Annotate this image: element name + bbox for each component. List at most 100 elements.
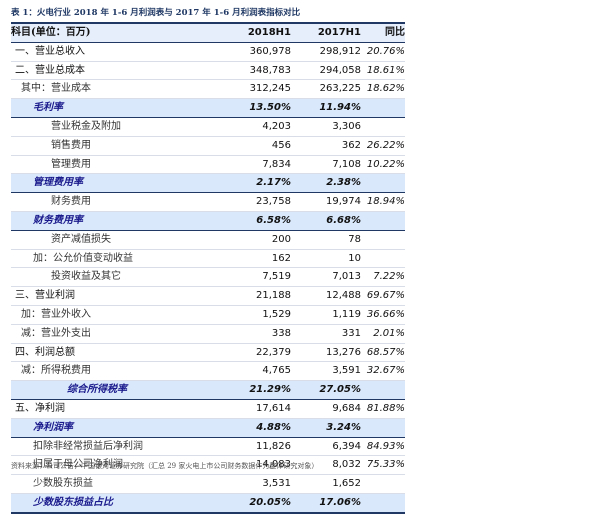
value-2018h1: 4,203 (195, 117, 291, 137)
value-yoy (361, 474, 405, 494)
table-row: 财务费用率 6.58% 6.68% (11, 210, 405, 231)
row-label: 二、营业总成本 (11, 61, 195, 81)
value-2018h1: 6.58% (195, 210, 291, 231)
row-label: 营业税金及附加 (11, 117, 195, 137)
value-2017h1: 331 (291, 324, 361, 344)
value-2018h1: 4,765 (195, 361, 291, 382)
table-row: 毛利率 13.50% 11.94% (11, 98, 405, 118)
value-2018h1: 21,188 (195, 286, 291, 306)
row-label: 扣除非经常损益后净利润 (11, 437, 195, 457)
value-yoy (361, 230, 405, 250)
value-2018h1: 7,834 (195, 155, 291, 175)
value-2017h1: 6.68% (291, 210, 361, 231)
table-row: 二、营业总成本 348,783 294,058 18.61% (11, 61, 405, 81)
table-row: 加：营业外收入 1,529 1,119 36.66% (11, 305, 405, 325)
table-row: 减：所得税费用 4,765 3,591 32.67% (11, 361, 405, 382)
table-row: 少数股东损益占比 20.05% 17.06% (11, 492, 405, 514)
value-yoy (361, 117, 405, 137)
value-2017h1: 27.05% (291, 380, 361, 400)
value-2017h1: 6,394 (291, 437, 361, 457)
table-row: 财务费用 23,758 19,974 18.94% (11, 192, 405, 212)
table-row: 投资收益及其它 7,519 7,013 7.22% (11, 267, 405, 288)
value-yoy: 36.66% (361, 305, 405, 325)
value-2018h1: 3,531 (195, 474, 291, 494)
value-2018h1: 21.29% (195, 380, 291, 400)
value-2018h1: 4.88% (195, 417, 291, 438)
value-2017h1: 263,225 (291, 79, 361, 100)
value-yoy: 69.67% (361, 286, 405, 306)
value-2017h1: 12,488 (291, 286, 361, 306)
header-2018h1: 2018H1 (195, 21, 291, 43)
table-row: 销售费用 456 362 26.22% (11, 136, 405, 156)
row-label: 综合所得税率 (11, 380, 195, 400)
row-label: 三、营业利润 (11, 286, 195, 306)
value-2018h1: 22,379 (195, 343, 291, 363)
table-row: 管理费用 7,834 7,108 10.22% (11, 155, 405, 175)
value-yoy (361, 249, 405, 269)
table-row: 营业税金及附加 4,203 3,306 (11, 117, 405, 137)
row-label: 少数股东损益 (11, 474, 195, 494)
row-label: 五、净利润 (11, 399, 195, 419)
row-label: 归属于母公司净利润 (11, 455, 195, 476)
value-2018h1: 11,826 (195, 437, 291, 457)
table-row: 少数股东损益 3,531 1,652 (11, 474, 405, 494)
value-2017h1: 294,058 (291, 61, 361, 81)
value-2017h1: 78 (291, 230, 361, 250)
value-2018h1: 23,758 (195, 192, 291, 212)
row-label: 投资收益及其它 (11, 267, 195, 288)
value-2017h1: 8,032 (291, 455, 361, 476)
value-2017h1: 3.24% (291, 417, 361, 438)
value-2017h1: 7,108 (291, 155, 361, 175)
value-2017h1: 10 (291, 249, 361, 269)
value-2017h1: 19,974 (291, 192, 361, 212)
value-2017h1: 17.06% (291, 492, 361, 514)
value-2017h1: 3,306 (291, 117, 361, 137)
row-label: 净利润率 (11, 417, 195, 438)
row-label: 加：营业外收入 (11, 305, 195, 325)
value-yoy: 18.62% (361, 79, 405, 100)
row-label: 财务费用率 (11, 210, 195, 231)
row-label: 减：所得税费用 (11, 361, 195, 382)
value-yoy: 20.76% (361, 42, 405, 62)
row-label: 管理费用 (11, 155, 195, 175)
row-label: 销售费用 (11, 136, 195, 156)
value-2017h1: 298,912 (291, 42, 361, 62)
value-yoy: 2.01% (361, 324, 405, 344)
value-2018h1: 338 (195, 324, 291, 344)
table-row: 三、营业利润 21,188 12,488 69.67% (11, 286, 405, 306)
value-2017h1: 7,013 (291, 267, 361, 288)
value-yoy (361, 210, 405, 231)
value-2018h1: 14,083 (195, 455, 291, 476)
value-2017h1: 13,276 (291, 343, 361, 363)
value-yoy: 7.22% (361, 267, 405, 288)
row-label: 毛利率 (11, 98, 195, 118)
table-caption: 表 1：火电行业 2018 年 1-6 月利润表与 2017 年 1-6 月利润… (11, 8, 301, 18)
value-yoy: 10.22% (361, 155, 405, 175)
income-statement-table: 科目(单位：百万) 2018H1 2017H1 同比 一、营业总收入 360,97… (11, 21, 405, 514)
table-row: 减：营业外支出 338 331 2.01% (11, 324, 405, 344)
table-row: 五、净利润 17,614 9,684 81.88% (11, 399, 405, 419)
row-label: 财务费用 (11, 192, 195, 212)
table-row: 一、营业总收入 360,978 298,912 20.76% (11, 42, 405, 62)
row-label: 管理费用率 (11, 173, 195, 194)
value-2018h1: 200 (195, 230, 291, 250)
value-yoy (361, 173, 405, 194)
value-2018h1: 348,783 (195, 61, 291, 81)
value-2017h1: 11.94% (291, 98, 361, 118)
table-row: 归属于母公司净利润 14,083 8,032 75.33% (11, 455, 405, 476)
value-2017h1: 1,119 (291, 305, 361, 325)
value-yoy (361, 492, 405, 514)
value-2018h1: 13.50% (195, 98, 291, 118)
row-label: 其中：营业成本 (11, 79, 195, 100)
value-yoy: 75.33% (361, 455, 405, 476)
value-2018h1: 17,614 (195, 399, 291, 419)
header-item: 科目(单位：百万) (11, 21, 195, 43)
value-yoy (361, 417, 405, 438)
value-yoy: 68.57% (361, 343, 405, 363)
header-yoy: 同比 (361, 21, 405, 43)
value-2017h1: 9,684 (291, 399, 361, 419)
row-label: 四、利润总额 (11, 343, 195, 363)
value-2018h1: 456 (195, 136, 291, 156)
table-row: 其中：营业成本 312,245 263,225 18.62% (11, 79, 405, 100)
row-label: 一、营业总收入 (11, 42, 195, 62)
